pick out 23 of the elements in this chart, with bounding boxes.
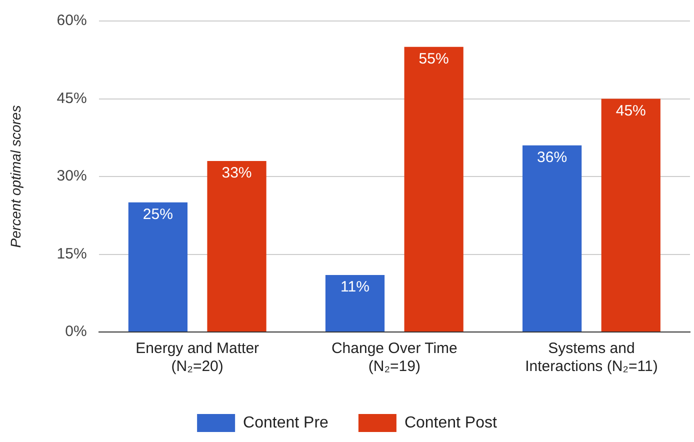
data-label: 45% [616, 102, 646, 120]
legend-label: Content Pre [243, 414, 329, 432]
y-tick-label: 15% [56, 245, 87, 262]
data-label: 25% [142, 206, 173, 224]
x-tick-label: Systems and Interactions (N₂=11) [525, 340, 658, 376]
bar [325, 274, 385, 332]
y-tick-label: 30% [56, 168, 87, 185]
bar [522, 145, 582, 332]
data-label: 11% [340, 278, 370, 296]
y-tick-label: 60% [56, 12, 87, 30]
y-axis-title: Percent optimal scores [7, 105, 24, 248]
bar [601, 98, 660, 332]
x-tick-label: Change Over Time (N₂=19) [331, 340, 458, 376]
bar [128, 202, 188, 332]
y-tick-label: 0% [65, 323, 87, 340]
y-tick-label: 45% [56, 90, 87, 107]
bar [404, 46, 464, 332]
bar [207, 160, 266, 332]
data-label: 33% [222, 164, 252, 182]
data-label: 36% [537, 149, 568, 166]
data-label: 55% [418, 50, 449, 68]
legend-label: Content Post [404, 414, 498, 432]
x-tick-label: Energy and Matter (N₂=20) [136, 340, 260, 376]
